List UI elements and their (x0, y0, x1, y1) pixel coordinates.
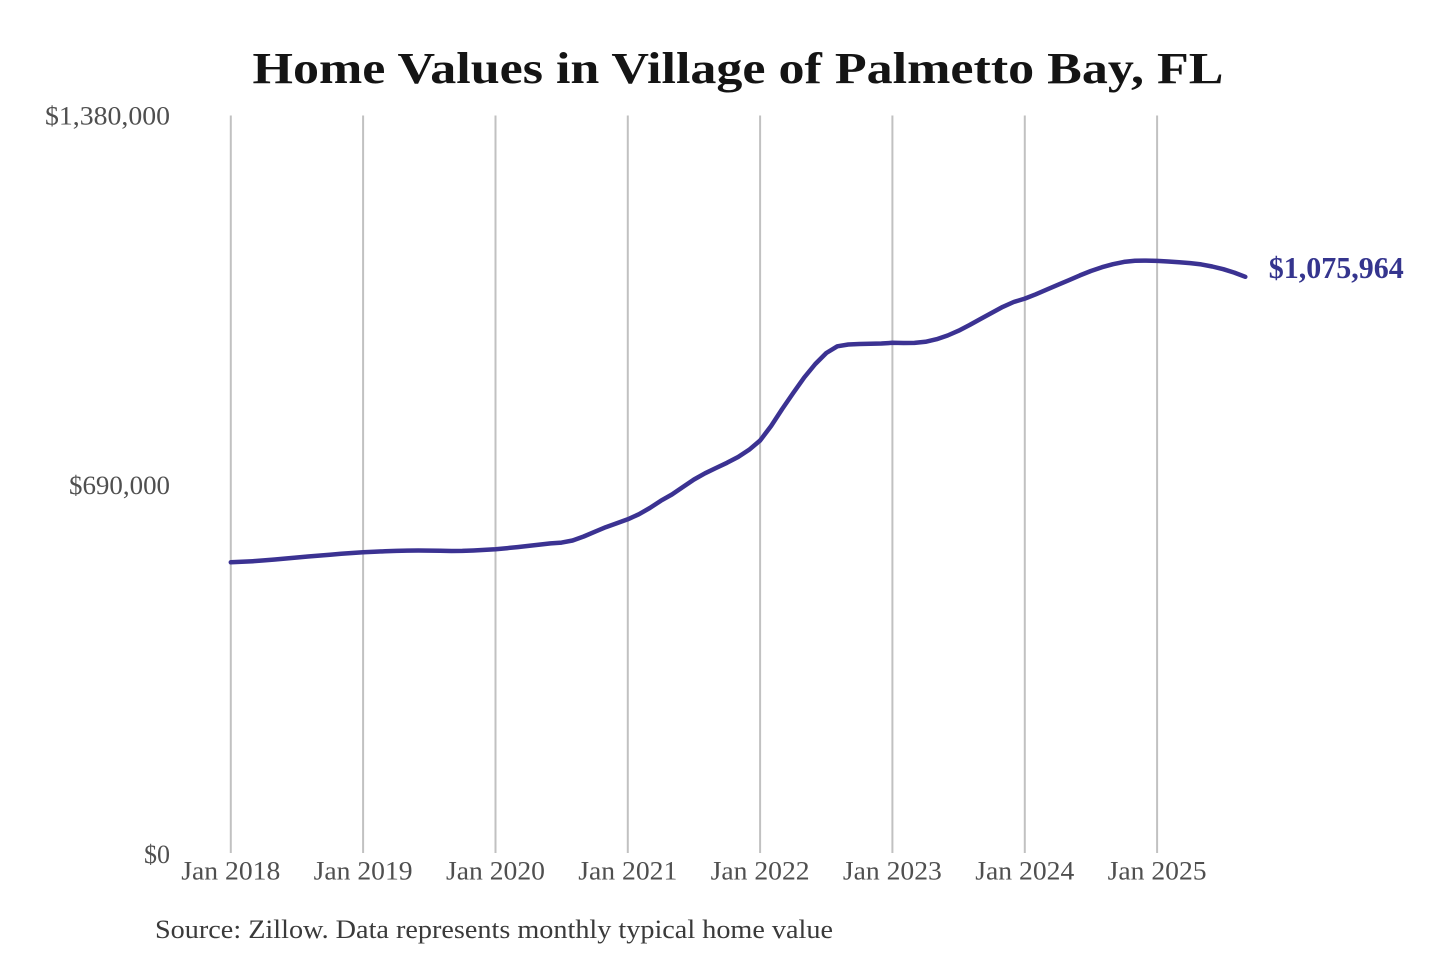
svg-text:Jan 2024: Jan 2024 (975, 857, 1074, 886)
svg-text:Jan 2022: Jan 2022 (711, 857, 810, 886)
svg-text:Jan 2023: Jan 2023 (843, 857, 942, 886)
svg-text:Home Values in Village of Palm: Home Values in Village of Palmetto Bay, … (253, 44, 1224, 93)
svg-text:Jan 2021: Jan 2021 (578, 857, 677, 886)
svg-text:$1,075,964: $1,075,964 (1269, 250, 1404, 285)
svg-text:Source: Zillow. Data represent: Source: Zillow. Data represents monthly … (155, 915, 833, 944)
svg-text:$1,380,000: $1,380,000 (45, 102, 170, 131)
svg-text:Jan 2020: Jan 2020 (446, 857, 545, 886)
svg-text:$0: $0 (144, 840, 170, 869)
svg-text:$690,000: $690,000 (69, 471, 170, 500)
svg-text:Jan 2019: Jan 2019 (314, 857, 413, 886)
svg-text:Jan 2025: Jan 2025 (1108, 857, 1207, 886)
svg-text:Jan 2018: Jan 2018 (181, 857, 280, 886)
